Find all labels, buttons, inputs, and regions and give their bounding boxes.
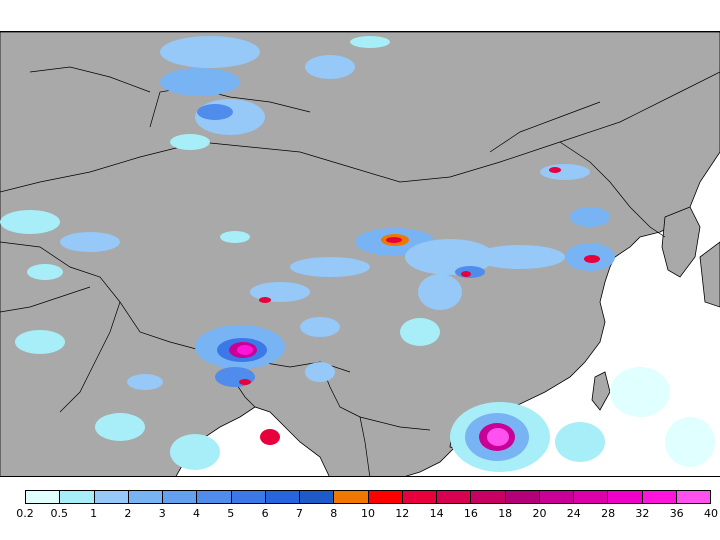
legend-tick-label: 18 <box>498 507 513 520</box>
precipitation-map <box>0 31 720 477</box>
legend-tick-label: 1 <box>90 507 98 520</box>
legend-swatch-2 <box>94 491 129 503</box>
legend-tick-label: 4 <box>193 507 200 520</box>
legend-tick-label: 32 <box>635 507 650 520</box>
legend-swatch-1 <box>60 491 95 503</box>
legend-tick-label: 16 <box>463 507 478 520</box>
legend-swatch-0 <box>26 491 61 503</box>
legend-tick-label: 40 <box>704 507 718 520</box>
legend-swatch-5 <box>197 491 232 503</box>
precip-field <box>0 36 715 472</box>
legend-tick-label: 2 <box>124 507 132 520</box>
legend-tick-label: 6 <box>261 507 269 520</box>
legend-tick-labels: 0.2 0.5 1 2 3 4 5 6 7 8 10 12 14 16 18 20 24 28 32 36 40 <box>0 507 720 523</box>
legend-swatch-15 <box>539 491 574 503</box>
korea-peninsula <box>661 206 701 278</box>
legend-swatch-10 <box>368 491 403 503</box>
legend-tick-label: 7 <box>295 507 303 520</box>
legend-tick-label: 8 <box>330 507 338 520</box>
legend-swatch-9 <box>334 491 369 503</box>
legend-swatch-17 <box>608 491 643 503</box>
legend-tick-label: 14 <box>429 507 444 520</box>
legend-swatch-6 <box>231 491 266 503</box>
legend-swatch-4 <box>163 491 198 503</box>
legend-swatch-12 <box>437 491 472 503</box>
legend-tick-label: 5 <box>227 507 235 520</box>
taiwan-island <box>591 371 611 411</box>
legend-swatch-16 <box>574 491 609 503</box>
legend-swatch-8 <box>300 491 335 503</box>
legend-swatch-19 <box>676 491 710 503</box>
legend-tick-label: 12 <box>395 507 410 520</box>
legend-tick-label: 0.5 <box>50 507 69 520</box>
country-borders <box>0 66 720 476</box>
legend-tick-label: 36 <box>669 507 684 520</box>
legend-swatch-7 <box>265 491 300 503</box>
legend-tick-label: 0.2 <box>16 507 34 520</box>
legend-swatch-3 <box>128 491 163 503</box>
legend-swatch-11 <box>402 491 437 503</box>
legend-tick-label: 28 <box>601 507 616 520</box>
legend-tick-label: 20 <box>532 507 547 520</box>
legend-tick-label: 10 <box>361 507 375 520</box>
legend-swatch-18 <box>642 491 677 503</box>
legend-tick-label: 24 <box>566 507 581 520</box>
legend-colorbar <box>25 490 711 504</box>
legend-tick-label: 3 <box>158 507 166 520</box>
japan-island <box>699 241 720 308</box>
legend-swatch-13 <box>471 491 506 503</box>
legend-swatch-14 <box>505 491 540 503</box>
